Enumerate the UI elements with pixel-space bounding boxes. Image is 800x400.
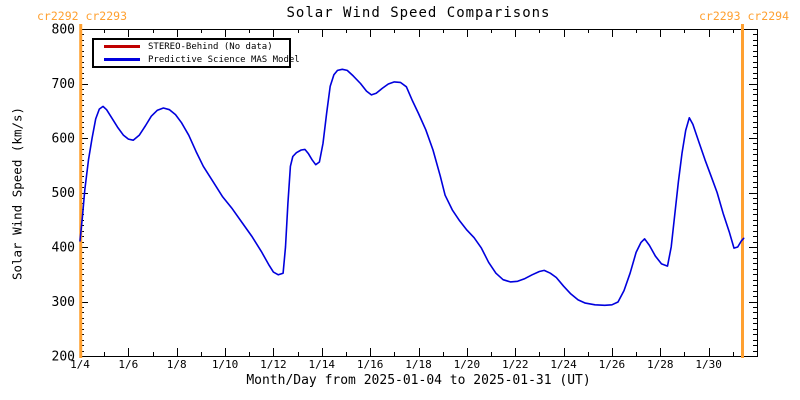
- x-tick-label: 1/22: [502, 358, 529, 371]
- carrington-label-left: cr2292 cr2293: [37, 9, 128, 23]
- chart-title: Solar Wind Speed Comparisons: [286, 5, 551, 21]
- x-tick-label: 1/14: [309, 358, 336, 371]
- y-tick-label: 700: [52, 77, 75, 92]
- x-tick-label: 1/8: [167, 358, 187, 371]
- legend-row-mas-model: Predictive Science MAS Model: [94, 54, 300, 65]
- x-axis-title: Month/Day from 2025-01-04 to 2025-01-31 …: [246, 373, 591, 388]
- legend-row-stereo: STEREO-Behind (No data): [94, 41, 289, 52]
- y-tick-label: 500: [52, 186, 75, 201]
- x-tick-label: 1/10: [212, 358, 239, 371]
- y-tick-label: 800: [52, 23, 75, 38]
- mas-model-curve: [79, 68, 745, 307]
- x-tick-label: 1/20: [454, 358, 481, 371]
- legend: STEREO-Behind (No data) Predictive Scien…: [92, 38, 300, 68]
- y-axis-title: Solar Wind Speed (km/s): [9, 106, 25, 281]
- carrington-label-right: cr2293 cr2294: [698, 9, 789, 23]
- x-tick-label: 1/26: [599, 358, 626, 371]
- x-tick-label: 1/18: [405, 358, 432, 371]
- y-tick-label: 600: [52, 132, 75, 147]
- y-tick-label: 200: [52, 350, 75, 365]
- legend-label-stereo: STEREO-Behind (No data): [148, 41, 273, 52]
- x-tick-label: 1/24: [550, 358, 577, 371]
- x-tick-label: 1/6: [118, 358, 138, 371]
- x-tick-label: 1/16: [357, 358, 384, 371]
- x-tick-label: 1/4: [70, 358, 90, 371]
- y-tick-label: 300: [52, 295, 75, 310]
- x-tick-label: 1/12: [260, 358, 287, 371]
- legend-label-mas-model: Predictive Science MAS Model: [148, 54, 300, 65]
- y-tick-label: 400: [52, 241, 75, 256]
- x-tick-label: 1/30: [695, 358, 722, 371]
- mas-model-line-swatch: [104, 58, 140, 61]
- plot-border: [80, 29, 758, 357]
- stereo-line-swatch: [104, 45, 140, 48]
- x-tick-label: 1/28: [647, 358, 674, 371]
